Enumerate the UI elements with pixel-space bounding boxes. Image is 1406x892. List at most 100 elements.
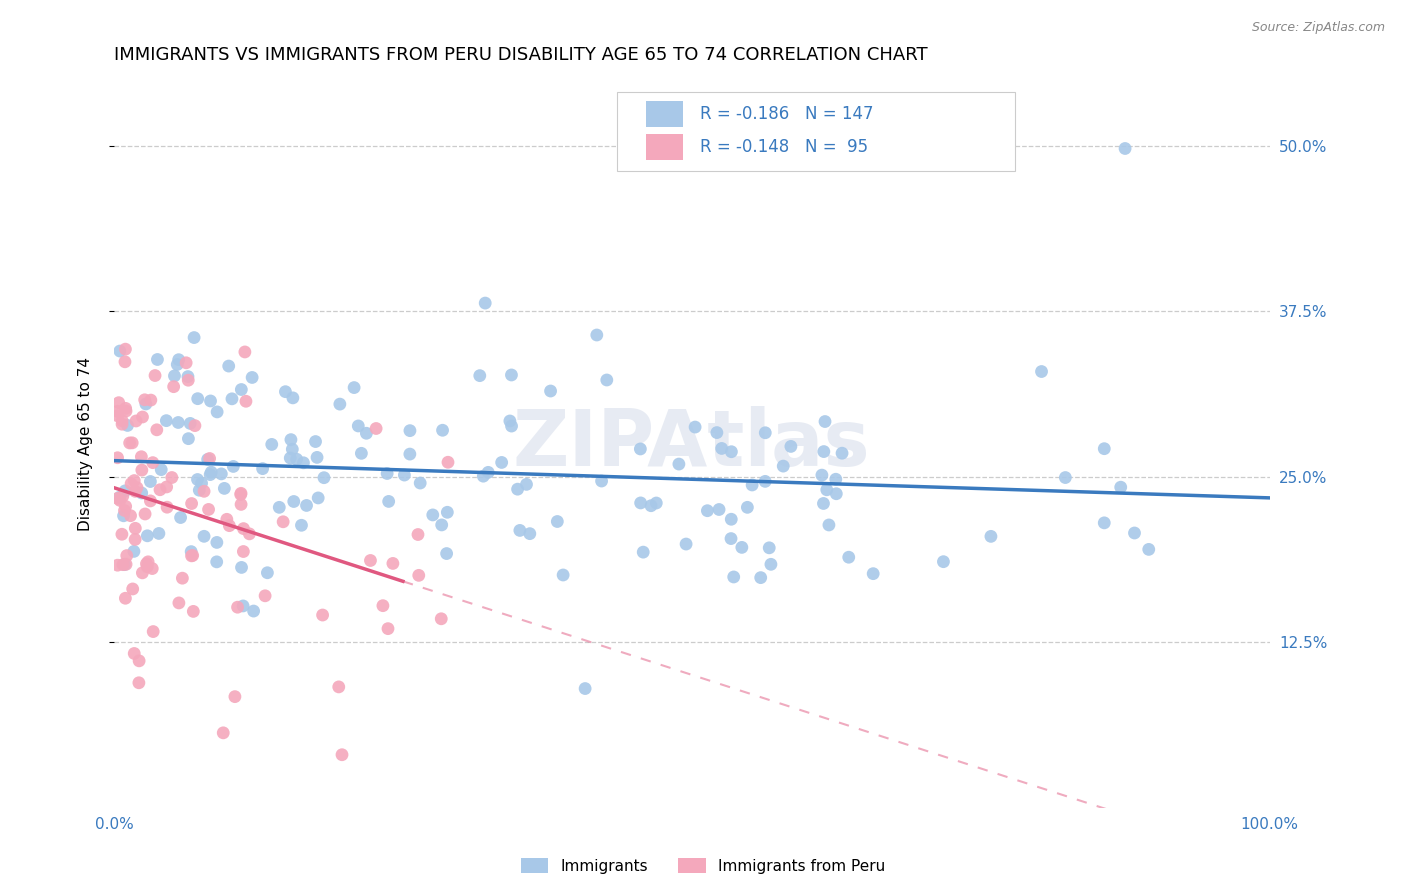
Point [675, 537, 697, 551]
Point [280, 433, 302, 447]
Point [180, 544, 202, 558]
Point [399, 424, 422, 438]
Point [172, 571, 194, 585]
Point [640, 499, 662, 513]
Point [311, 607, 333, 622]
Point [696, 504, 718, 518]
Point [149, 483, 172, 497]
Point [371, 599, 394, 613]
Point [232, 544, 254, 558]
Point [124, 533, 146, 547]
Point [256, 566, 278, 580]
Point [377, 494, 399, 508]
Point [193, 484, 215, 499]
Point [226, 600, 249, 615]
Point [815, 483, 838, 497]
Point [780, 439, 803, 453]
Point [1123, 526, 1146, 541]
Point [312, 471, 335, 485]
Point [252, 461, 274, 475]
Point [188, 483, 211, 498]
Point [146, 352, 169, 367]
Point [422, 508, 444, 522]
Point [759, 558, 782, 572]
Point [139, 475, 162, 489]
Point [197, 452, 219, 467]
Point [295, 499, 318, 513]
Point [304, 434, 326, 449]
Point [180, 497, 202, 511]
Point [231, 560, 253, 574]
Point [190, 476, 212, 491]
Point [122, 647, 145, 661]
Point [229, 487, 252, 501]
Point [141, 561, 163, 575]
Bar [645, 102, 682, 127]
Point [121, 435, 143, 450]
Point [591, 474, 613, 488]
Point [131, 409, 153, 424]
Point [813, 444, 835, 458]
Point [825, 487, 848, 501]
Point [115, 404, 138, 418]
Point [818, 518, 841, 533]
Point [115, 549, 138, 563]
Point [553, 568, 575, 582]
Point [163, 379, 186, 393]
Y-axis label: Disability Age 65 to 74: Disability Age 65 to 74 [79, 357, 93, 531]
Point [546, 515, 568, 529]
Point [107, 450, 129, 465]
Point [114, 558, 136, 572]
Point [187, 392, 209, 406]
Point [683, 420, 706, 434]
Point [838, 550, 860, 565]
Point [184, 418, 207, 433]
Point [183, 604, 205, 618]
Point [134, 392, 156, 407]
Point [177, 373, 200, 387]
Point [108, 490, 131, 504]
Point [139, 393, 162, 408]
Point [399, 447, 422, 461]
Point [628, 442, 651, 456]
Point [436, 505, 458, 519]
Point [408, 568, 430, 582]
Point [222, 459, 245, 474]
Point [112, 508, 135, 523]
Point [131, 463, 153, 477]
Point [645, 496, 668, 510]
Point [205, 555, 228, 569]
Point [177, 432, 200, 446]
Point [146, 423, 169, 437]
Point [347, 419, 370, 434]
Point [242, 604, 264, 618]
Point [111, 414, 134, 428]
Point [205, 405, 228, 419]
Point [430, 517, 453, 532]
Point [1054, 470, 1077, 484]
Point [148, 526, 170, 541]
Point [233, 345, 256, 359]
Point [814, 415, 837, 429]
Point [142, 624, 165, 639]
Point [406, 527, 429, 541]
Point [749, 571, 772, 585]
Point [1137, 542, 1160, 557]
Point [111, 489, 134, 503]
Point [737, 500, 759, 515]
Point [260, 437, 283, 451]
Point [723, 570, 745, 584]
Point [1114, 141, 1136, 155]
Point [254, 589, 277, 603]
Point [114, 342, 136, 356]
Point [124, 521, 146, 535]
Point [136, 555, 159, 569]
Point [501, 419, 523, 434]
Point [381, 557, 404, 571]
Text: IMMIGRANTS VS IMMIGRANTS FROM PERU DISABILITY AGE 65 TO 74 CORRELATION CHART: IMMIGRANTS VS IMMIGRANTS FROM PERU DISAB… [114, 46, 928, 64]
Point [1092, 516, 1115, 530]
Point [198, 451, 221, 466]
Point [183, 330, 205, 344]
Point [274, 384, 297, 399]
Point [135, 397, 157, 411]
